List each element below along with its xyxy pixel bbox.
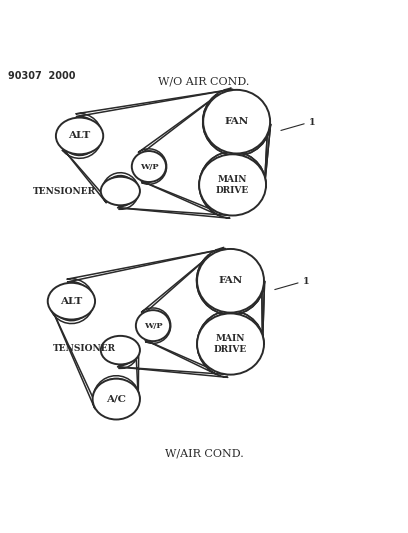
Ellipse shape (197, 313, 264, 375)
Ellipse shape (101, 177, 140, 205)
Text: W/AIR COND.: W/AIR COND. (164, 448, 244, 458)
Text: W/P: W/P (144, 321, 162, 329)
Ellipse shape (199, 154, 266, 215)
Ellipse shape (132, 151, 166, 182)
Text: TENSIONER: TENSIONER (33, 187, 96, 196)
Text: A/C: A/C (106, 394, 126, 403)
Text: W/P: W/P (140, 163, 158, 171)
Ellipse shape (101, 336, 140, 365)
Text: 1: 1 (303, 277, 309, 286)
Text: W/O AIR COND.: W/O AIR COND. (158, 77, 250, 87)
Ellipse shape (56, 118, 103, 154)
Text: MAIN
DRIVE: MAIN DRIVE (214, 334, 247, 354)
Ellipse shape (197, 249, 264, 312)
Ellipse shape (203, 90, 270, 154)
Text: ALT: ALT (60, 297, 82, 306)
Text: TENSIONER: TENSIONER (53, 344, 116, 353)
Text: 1: 1 (309, 118, 315, 127)
Ellipse shape (136, 310, 170, 341)
Text: MAIN
DRIVE: MAIN DRIVE (216, 175, 249, 195)
Text: FAN: FAN (218, 276, 243, 285)
Text: FAN: FAN (224, 117, 249, 126)
Ellipse shape (93, 379, 140, 419)
Ellipse shape (48, 283, 95, 320)
Text: ALT: ALT (69, 132, 91, 140)
Text: 90307  2000: 90307 2000 (8, 71, 75, 80)
